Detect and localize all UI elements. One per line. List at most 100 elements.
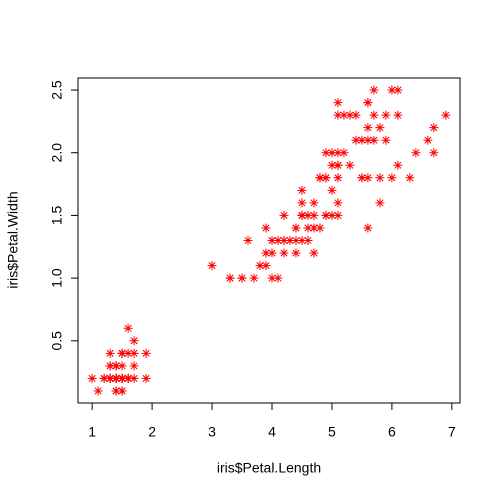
point <box>267 236 277 245</box>
x-axis-label: iris$Petal.Length <box>217 460 321 476</box>
point <box>321 173 331 183</box>
point <box>105 361 115 371</box>
point <box>309 210 319 220</box>
point <box>261 261 271 271</box>
point <box>279 210 289 220</box>
point <box>279 236 289 245</box>
point <box>309 223 319 233</box>
point <box>93 386 103 396</box>
point <box>141 348 151 358</box>
point <box>363 135 373 145</box>
point <box>117 386 127 396</box>
point <box>411 148 421 158</box>
point <box>327 185 337 195</box>
point <box>339 148 349 158</box>
point <box>111 361 121 371</box>
point <box>99 373 109 383</box>
point <box>333 210 343 220</box>
y-tick-label: 1.5 <box>49 205 65 225</box>
point <box>129 361 139 371</box>
point <box>297 236 307 245</box>
point <box>357 135 367 145</box>
point <box>345 110 355 120</box>
point <box>105 373 115 383</box>
point <box>327 160 337 170</box>
point <box>363 173 373 183</box>
point <box>303 236 313 245</box>
point <box>123 323 133 333</box>
point <box>297 185 307 195</box>
point <box>297 210 307 220</box>
point <box>87 373 97 383</box>
point <box>243 236 253 245</box>
point <box>381 110 391 120</box>
point <box>351 110 361 120</box>
y-tick-label: 2.0 <box>49 143 65 163</box>
point <box>123 373 133 383</box>
point <box>303 223 313 233</box>
point <box>249 273 259 283</box>
point <box>327 148 337 158</box>
y-tick-label: 1.0 <box>49 268 65 288</box>
point <box>261 223 271 233</box>
point <box>279 248 289 258</box>
x-tick-label: 2 <box>148 424 156 440</box>
point <box>375 173 385 183</box>
point <box>363 223 373 233</box>
y-axis-label: iris$Petal.Width <box>5 191 21 288</box>
x-tick-label: 6 <box>388 424 396 440</box>
point <box>237 273 247 283</box>
point <box>129 336 139 346</box>
x-tick-label: 3 <box>208 424 216 440</box>
x-tick-label: 5 <box>328 424 336 440</box>
point <box>441 110 451 120</box>
point <box>291 248 301 258</box>
point <box>303 210 313 220</box>
point <box>393 160 403 170</box>
point <box>345 160 355 170</box>
point <box>333 173 343 183</box>
point <box>321 148 331 158</box>
point <box>369 110 379 120</box>
point <box>387 173 397 183</box>
point <box>273 273 283 283</box>
point <box>357 173 367 183</box>
x-tick-label: 1 <box>88 424 96 440</box>
point <box>225 273 235 283</box>
point <box>309 198 319 208</box>
point <box>297 198 307 208</box>
point <box>111 373 121 383</box>
point <box>309 248 319 258</box>
point <box>141 373 151 383</box>
point <box>117 361 127 371</box>
point <box>207 261 217 271</box>
point <box>333 148 343 158</box>
x-tick-label: 7 <box>448 424 456 440</box>
point <box>111 386 121 396</box>
point <box>273 236 283 245</box>
point <box>117 373 127 383</box>
y-tick-label: 0.5 <box>49 331 65 351</box>
y-tick-label: 2.5 <box>49 80 65 100</box>
point <box>129 348 139 358</box>
point <box>351 135 361 145</box>
point <box>393 85 403 95</box>
point <box>255 261 265 271</box>
point <box>105 348 115 358</box>
point <box>261 248 271 258</box>
point <box>117 348 127 358</box>
point <box>393 110 403 120</box>
point <box>363 123 373 133</box>
point <box>129 373 139 383</box>
x-tick-label: 4 <box>268 424 276 440</box>
point <box>267 248 277 258</box>
point <box>267 273 277 283</box>
point <box>369 135 379 145</box>
point <box>363 98 373 108</box>
point <box>381 135 391 145</box>
point <box>333 98 343 108</box>
point <box>375 123 385 133</box>
point <box>291 236 301 245</box>
point <box>327 210 337 220</box>
